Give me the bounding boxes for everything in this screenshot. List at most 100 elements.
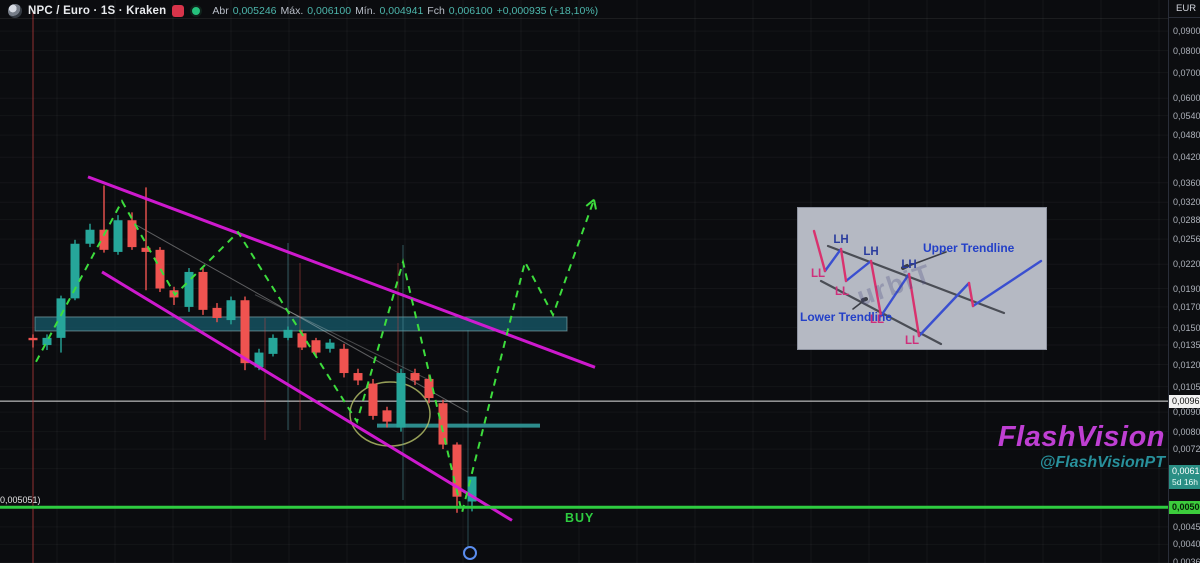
- candle-body: [99, 229, 109, 250]
- supply-zone-band[interactable]: [34, 316, 568, 332]
- axis-tick-label: 0,054000: [1173, 110, 1200, 121]
- candle: [311, 337, 321, 357]
- open-value: 0,005246: [232, 5, 277, 17]
- symbol-title[interactable]: NPC / Euro · 1S · Kraken: [28, 5, 167, 17]
- axis-tick-label: 0,009000: [1173, 407, 1200, 418]
- alert-price-left-label: 0,005051): [0, 495, 41, 506]
- lower-channel-line[interactable]: [101, 270, 513, 522]
- candle-body: [226, 300, 236, 321]
- close-label: Fch: [427, 5, 445, 17]
- candle-body: [42, 337, 52, 346]
- axis-tick-label: 0,032000: [1173, 197, 1200, 208]
- candle: [438, 399, 448, 450]
- trendline-education-inset[interactable]: urbiT Upper Trendline Lower Trendline LH…: [797, 207, 1047, 350]
- candle-body: [127, 220, 137, 248]
- inset-lower-arrowhead: [861, 297, 868, 302]
- inset-zigzag-up: [844, 259, 873, 283]
- candle: [70, 239, 80, 301]
- candle-body: [254, 352, 264, 368]
- candle-body: [198, 271, 208, 310]
- lower-trendline-label: Lower Trendline: [800, 310, 893, 324]
- buy-annotation[interactable]: BUY: [565, 511, 595, 526]
- inset-upper-arrowhead: [901, 264, 909, 270]
- candle: [212, 303, 222, 323]
- axis-tick-label: 0,028800: [1173, 214, 1200, 225]
- low-value: 0,004941: [379, 5, 424, 17]
- inset-zigzag-down: [839, 247, 848, 283]
- inset-zigzag-up: [823, 247, 843, 273]
- candle-body: [56, 298, 66, 338]
- candle-body: [353, 373, 363, 381]
- change-value: +0,000935 (+18,10%): [496, 5, 599, 17]
- axis-tick-label: 0,070000: [1173, 67, 1200, 78]
- kraken-exchange-icon: [172, 5, 185, 17]
- low-label: Mín.: [355, 5, 376, 17]
- candle-body: [368, 383, 378, 416]
- lower-low-label: LL: [834, 286, 850, 298]
- close-value: 0,006100: [448, 5, 493, 17]
- candle: [424, 374, 434, 404]
- candle: [467, 476, 477, 512]
- candle-body: [141, 247, 151, 252]
- candle: [226, 296, 236, 325]
- candle-body: [297, 333, 307, 348]
- watermark-handle: @FlashVisionPT: [1039, 454, 1165, 471]
- candle-body: [382, 410, 392, 422]
- ohlc-legend: Abr 0,005246 Máx. 0,006100 Mín. 0,004941…: [212, 5, 598, 17]
- candle-body: [283, 329, 293, 338]
- lower-low-label: LL: [810, 268, 826, 280]
- lower-high-label: LH: [833, 234, 849, 246]
- upper-trendline-label: Upper Trendline: [923, 241, 1015, 255]
- axis-tick-label: 0,090000: [1173, 26, 1200, 37]
- axis-tick-label: 0,003630: [1173, 557, 1200, 563]
- lower-high-label: LH: [901, 259, 917, 271]
- lower-low-label: LL: [869, 314, 885, 326]
- candle-body: [424, 378, 434, 399]
- axis-tick-label: 0,012000: [1173, 359, 1200, 370]
- axis-tick-label: 0,022000: [1173, 259, 1200, 270]
- chart-header: NPC / Euro · 1S · Kraken Abr 0,005246 Má…: [8, 3, 598, 19]
- axis-currency-label: EUR: [1169, 0, 1200, 18]
- projection-arrowhead: [585, 198, 595, 207]
- candle-body: [467, 476, 477, 502]
- high-value: 0,006100: [307, 5, 352, 17]
- candle: [28, 334, 38, 348]
- axis-tick-label: 0,004500: [1173, 521, 1200, 532]
- axis-tick-label: 0,048000: [1173, 130, 1200, 141]
- drawing-anchor-handle[interactable]: [463, 546, 477, 560]
- candle-body: [70, 243, 80, 299]
- projection-zigzag[interactable]: [35, 199, 595, 514]
- trendline-thin[interactable]: [254, 294, 431, 381]
- axis-tick-label: 0,010500: [1173, 381, 1200, 392]
- price-axis[interactable]: EUR 0,009623 0,006100 5d 16h 0,005065 0,…: [1168, 0, 1200, 563]
- candle: [85, 223, 95, 248]
- candle-body: [311, 340, 321, 353]
- candle-body: [240, 300, 250, 364]
- chart-canvas[interactable]: NPC / Euro · 1S · Kraken Abr 0,005246 Má…: [0, 0, 1168, 563]
- axis-tick-label: 0,042000: [1173, 152, 1200, 163]
- inset-zigzag-down: [907, 272, 921, 338]
- candle: [339, 343, 349, 378]
- inset-upper-trendline: [826, 244, 1006, 315]
- candle-body: [113, 220, 123, 252]
- candle: [42, 334, 52, 351]
- high-label: Máx.: [280, 5, 304, 17]
- inset-zigzag-up: [971, 259, 1043, 308]
- candle-body: [28, 337, 38, 341]
- candle: [368, 378, 378, 420]
- candle: [99, 185, 109, 253]
- lower-high-label: LH: [863, 246, 879, 258]
- candlestick-chart[interactable]: [0, 0, 1168, 563]
- inset-zigzag-down: [869, 259, 883, 318]
- candle: [268, 334, 278, 357]
- inset-zigzag-down: [967, 281, 975, 308]
- open-label: Abr: [212, 5, 229, 17]
- candle-body: [452, 444, 462, 497]
- candle-body: [325, 342, 335, 349]
- candle: [396, 368, 406, 432]
- axis-tick-label: 0,060000: [1173, 93, 1200, 104]
- candle: [198, 268, 208, 315]
- upper-channel-line[interactable]: [87, 175, 596, 369]
- header-divider: [0, 18, 1168, 19]
